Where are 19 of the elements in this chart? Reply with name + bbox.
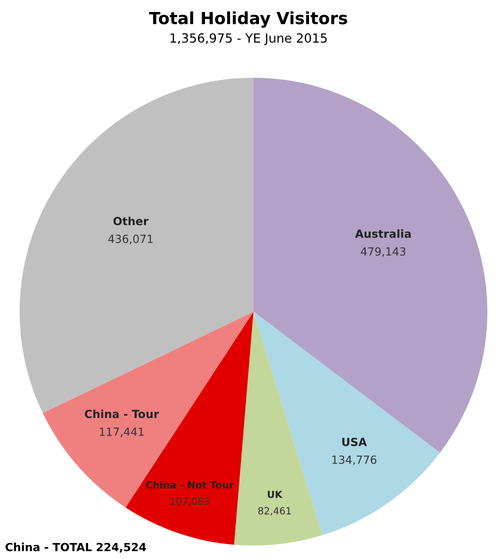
data-label: 134,776 [332,456,376,466]
slice-label: China - Not Tour [146,481,234,489]
pie-slice [234,312,322,546]
data-label: 107,083 [170,498,209,506]
chart-title: Total Holiday Visitors [149,11,348,28]
pie-slice [42,312,254,508]
pie-slice [253,312,440,536]
slice-label: UK [268,490,283,498]
slice-label: China - Tour [84,410,159,418]
text: China - TOTAL 224,524 [6,542,146,553]
data-label: 117,441 [100,428,144,438]
data-label: 436,071 [108,234,153,244]
data-label: 479,143 [360,247,406,257]
chart-subtitle: 1,356,975 - YE June 2015 [170,33,327,46]
slice-label: Other [113,216,149,226]
slice-label: Australia [355,229,411,238]
slice-label: USA [342,438,367,446]
pie-slice [253,78,488,453]
data-label: 82,461 [258,507,291,516]
